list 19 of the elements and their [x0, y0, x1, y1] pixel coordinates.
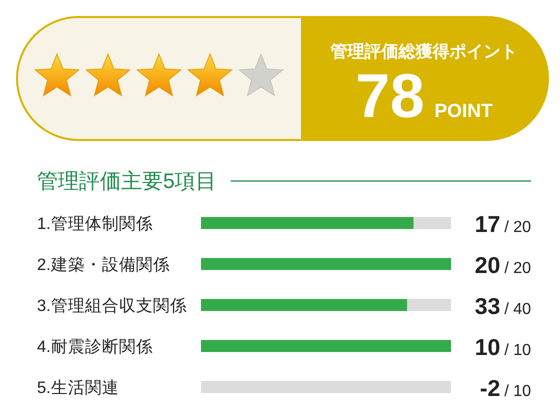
text: -2	[480, 375, 500, 401]
text: / 20	[504, 219, 532, 236]
text: 78	[356, 62, 424, 131]
y-tick-label: 2.建築・設備関係	[37, 255, 170, 274]
y-tick-label: 1.管理体制関係	[37, 215, 153, 233]
text: / 10	[504, 342, 532, 359]
data-label: 10	[474, 334, 500, 360]
text: / 20	[504, 260, 532, 277]
data-label: 17	[474, 211, 500, 237]
y-tick-label: 3.管理組合収支関係	[37, 297, 187, 315]
text: / 40	[504, 301, 532, 318]
y-tick-label: 5.生活関連	[37, 379, 119, 397]
text: / 10	[504, 383, 532, 400]
data-label: 20	[474, 252, 500, 278]
data-label: 33	[474, 293, 500, 319]
y-tick-label: 4.耐震診断関係	[37, 337, 153, 356]
text: 管理評価主要5項目	[37, 170, 217, 193]
text: 管理評価総獲得ポイント	[330, 42, 518, 61]
text: POINT	[434, 101, 493, 122]
